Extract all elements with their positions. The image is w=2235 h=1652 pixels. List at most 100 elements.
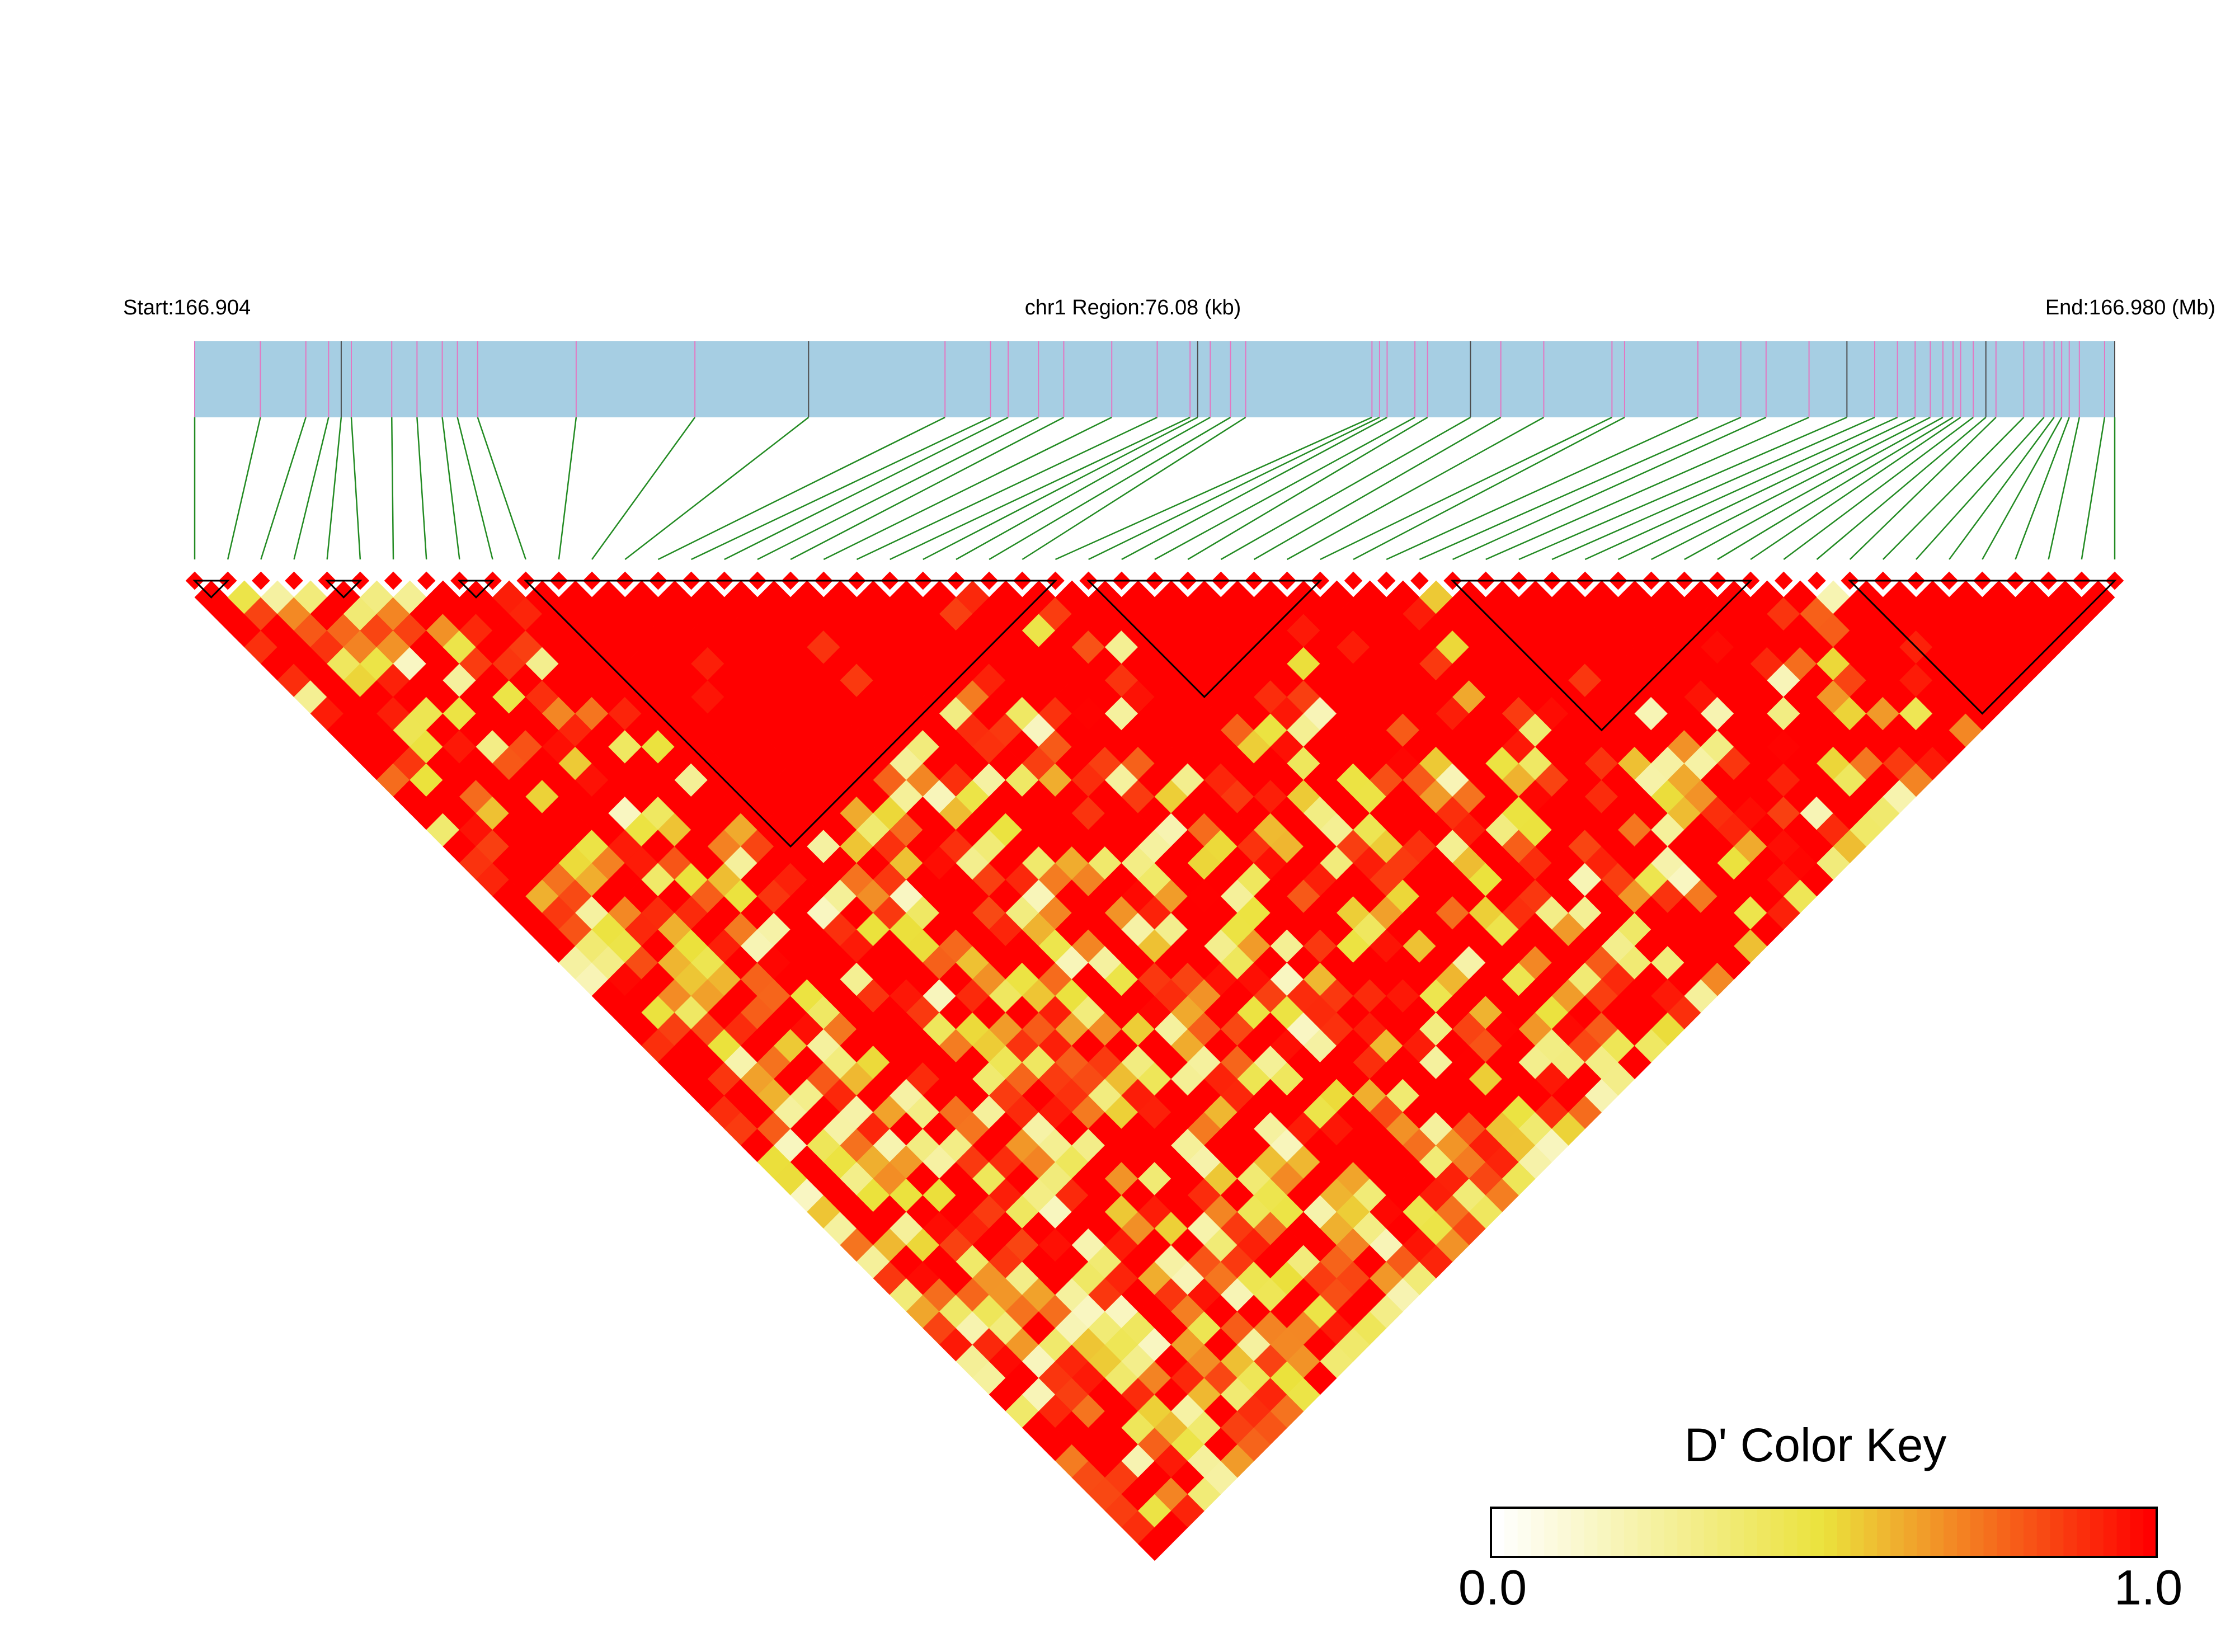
color-key-swatch [1597,1508,1611,1557]
snp-diamond [1410,571,1429,590]
snp-connector [790,416,1065,561]
snp-connector [1121,416,1388,561]
snp-connector [1783,416,1974,561]
snp-connector [1187,416,1428,561]
ld-block-outlines [192,580,2117,848]
ld-block-outline [1086,580,1323,698]
snp-connector [1088,416,1380,561]
color-key-swatch [1797,1508,1811,1557]
color-key-max-label: 1.0 [2114,1560,2182,1615]
snp-diamond [1344,571,1363,590]
color-key-swatch [1890,1508,1904,1557]
snp-connector [724,416,1009,561]
snp-connector [441,417,460,560]
color-key-swatch [1757,1508,1771,1557]
snp-connector [1452,416,1767,561]
color-key-swatch [2036,1508,2051,1557]
end-label: End:166.980 (Mb) [2045,296,2215,319]
color-key-swatch [1611,1508,1625,1557]
color-key-swatch [1558,1508,1571,1557]
color-key-swatch [1810,1508,1824,1557]
snp-connector [2015,417,2070,560]
color-key-swatch [1957,1508,1971,1557]
gene-track [194,341,2115,417]
snp-connector [1651,416,1931,561]
color-key-swatch [1584,1508,1598,1557]
snp-connector [1849,417,1997,560]
snp-connector [657,416,945,561]
color-key-swatch [1650,1508,1664,1557]
snp-connector [416,417,427,560]
color-key-swatch [1531,1508,1545,1557]
color-key-swatch [2090,1508,2104,1557]
color-key-swatch [1784,1508,1798,1557]
snp-connector [1750,416,1961,561]
snp-connector [1882,417,2025,560]
snp-connector [624,417,810,560]
color-key-swatch [1491,1508,1505,1557]
snp-connector [1485,416,1810,561]
snp-connector [1949,417,2055,560]
start-label: Start:166.904 [123,296,251,319]
snp-diamond [417,571,436,590]
color-key-swatch [2050,1508,2064,1557]
snp-connector [591,417,696,560]
color-key-frame [1490,1507,2158,1558]
snp-connector [1518,416,1847,561]
snp-connector [1154,416,1415,561]
color-key-swatch [1824,1508,1838,1557]
snp-connector [260,417,307,560]
snp-connector [890,416,1191,561]
snp-connector [1220,416,1471,561]
color-key-swatch [1504,1508,1518,1557]
color-key-swatch [2063,1508,2077,1557]
color-key-swatch [1664,1508,1678,1557]
snp-connector [457,417,493,560]
color-key-swatch [2143,1508,2157,1557]
snp-connector [989,416,1231,561]
color-key-swatch [2010,1508,2024,1557]
color-key-swatch [1850,1508,1864,1557]
snp-connector [350,417,361,560]
color-key-swatch [2024,1508,2038,1557]
snp-diamond [252,571,270,590]
color-key-swatch [1903,1508,1918,1557]
snp-connector [558,417,577,560]
snp-diamond [1775,571,1793,590]
snp-connector [1617,416,1916,561]
color-key-swatch [1970,1508,1984,1557]
ld-block-outline [457,580,495,599]
ld-block-outline [1848,580,2117,715]
color-key-swatch [1717,1508,1731,1557]
snp-connector [1022,416,1246,561]
color-key-swatch [1770,1508,1785,1557]
snp-connector [1386,416,1698,561]
color-key-swatch [1744,1508,1758,1557]
color-key-swatch [1730,1508,1744,1557]
gene-track-bar [195,341,2115,417]
ld-block-outline [192,580,230,599]
color-key-swatch [1570,1508,1585,1557]
snp-connector [326,417,342,560]
color-key-swatch [1983,1508,1997,1557]
color-key-swatch [1517,1508,1531,1557]
snp-ticks [194,341,2115,417]
color-key-swatch [2130,1508,2144,1557]
color-key-gradient [1491,1508,2157,1557]
snp-connector [757,416,1039,561]
snp-connector [1551,416,1875,561]
color-key-swatch [1691,1508,1705,1557]
snp-connector [477,417,526,560]
color-key-swatch [1624,1508,1638,1557]
ld-block-outline [325,580,363,599]
color-key-swatch [1677,1508,1691,1557]
snp-connectors [194,416,2116,561]
header-labels: Start:166.904 chr1 Region:76.08 (kb) End… [123,296,2215,319]
snp-diamond [1377,571,1396,590]
snp-connector [1055,416,1372,561]
color-key-swatch [1637,1508,1651,1557]
snp-connector [1916,417,2045,560]
snp-connector [2081,417,2106,560]
snp-connector [390,417,394,560]
snp-diamond [384,571,403,590]
